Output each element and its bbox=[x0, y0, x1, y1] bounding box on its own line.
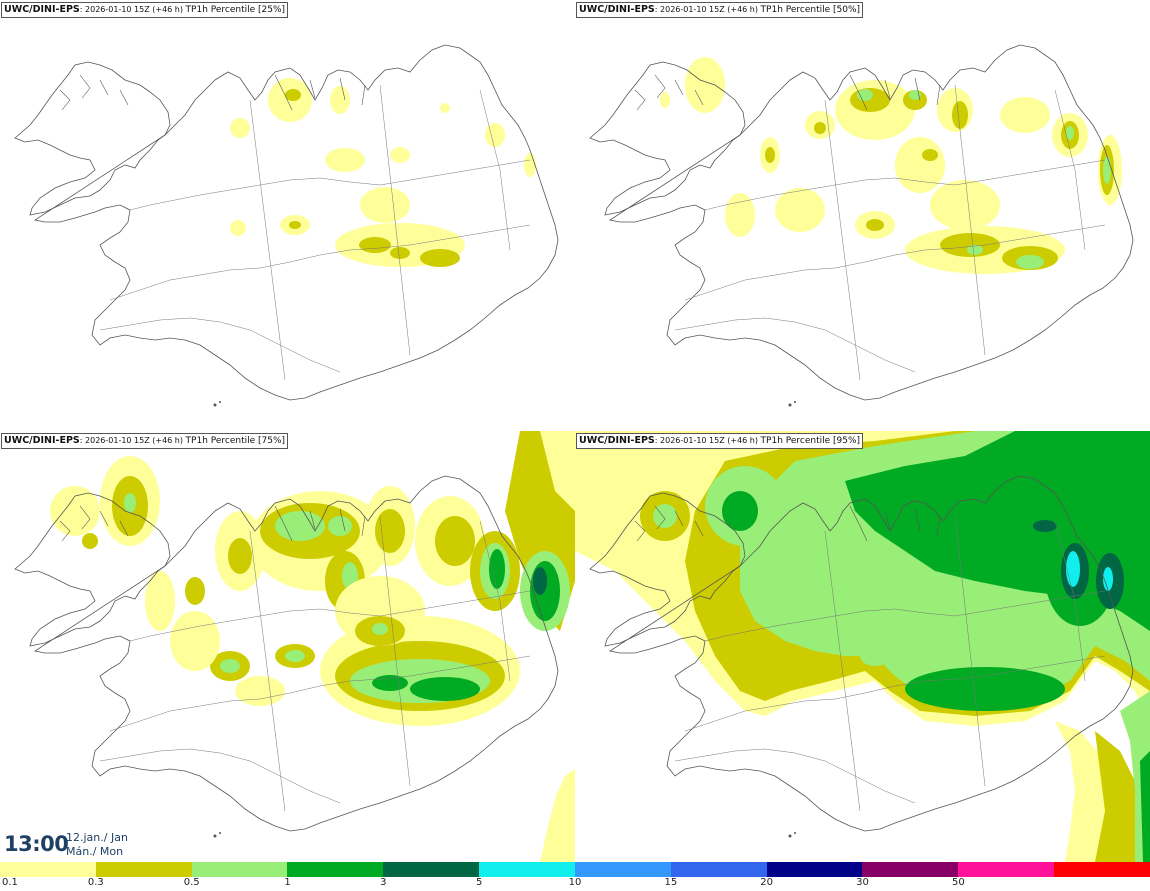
panel-title-75: UWC/DINI-EPS: 2026-01-10 15Z (+46 h) TP1… bbox=[1, 433, 289, 449]
colorbar bbox=[0, 862, 1150, 877]
param-name: TP1h Percentile [75%] bbox=[185, 436, 286, 446]
precip-fields-50 bbox=[660, 57, 1122, 274]
run-info: : 2026-01-10 15Z (+46 h) bbox=[654, 436, 761, 445]
colorbar-label: 15 bbox=[664, 877, 678, 888]
colorbar-label: 0.5 bbox=[183, 877, 200, 888]
precip-fields-75 bbox=[50, 431, 575, 862]
valid-date: 12.jan./ Jan Mán./ Mon bbox=[66, 831, 128, 859]
param-name: TP1h Percentile [25%] bbox=[185, 5, 286, 15]
precip-map-95 bbox=[575, 431, 1150, 862]
param-name: TP1h Percentile [95%] bbox=[760, 436, 861, 446]
precip-map-50 bbox=[589, 44, 1134, 407]
colorbar-label: 0.1 bbox=[2, 877, 18, 888]
colorbar-label: 0.3 bbox=[87, 877, 104, 888]
param-name: TP1h Percentile [50%] bbox=[760, 5, 861, 15]
colorbar-labels: 0.1 0.3 0.5 1 3 5 10 15 20 30 50 bbox=[0, 877, 1150, 891]
colorbar-segment bbox=[0, 862, 96, 877]
colorbar-label: 30 bbox=[856, 877, 869, 888]
precip-map-25 bbox=[14, 44, 559, 407]
valid-time: 13:00 bbox=[4, 832, 69, 856]
panel-title-50: UWC/DINI-EPS: 2026-01-10 15Z (+46 h) TP1… bbox=[576, 2, 864, 18]
model-name: UWC/DINI-EPS bbox=[4, 4, 80, 15]
valid-date-line: 12.jan./ Jan bbox=[66, 831, 128, 844]
run-info: : 2026-01-10 15Z (+46 h) bbox=[79, 5, 186, 14]
panel-title-95: UWC/DINI-EPS: 2026-01-10 15Z (+46 h) TP1… bbox=[576, 433, 864, 449]
run-info: : 2026-01-10 15Z (+46 h) bbox=[654, 5, 761, 14]
valid-day-line: Mán./ Mon bbox=[66, 845, 124, 858]
run-info: : 2026-01-10 15Z (+46 h) bbox=[79, 436, 186, 445]
timestamp-box: 13:00 12.jan./ Jan Mán./ Mon bbox=[0, 826, 140, 862]
colorbar-segment bbox=[670, 862, 767, 877]
colorbar-segment bbox=[766, 862, 863, 877]
model-name: UWC/DINI-EPS bbox=[579, 435, 655, 446]
colorbar-label: 20 bbox=[760, 877, 774, 888]
map-panel-95: UWC/DINI-EPS: 2026-01-10 15Z (+46 h) TP1… bbox=[575, 431, 1150, 862]
colorbar-segment bbox=[574, 862, 671, 877]
panel-title-25: UWC/DINI-EPS: 2026-01-10 15Z (+46 h) TP1… bbox=[1, 2, 289, 18]
colorbar-segment bbox=[958, 862, 1055, 877]
colorbar-label: 50 bbox=[951, 877, 965, 888]
colorbar-segment bbox=[95, 862, 192, 877]
colorbar-segment bbox=[191, 862, 288, 877]
colorbar-segment bbox=[862, 862, 959, 877]
precip-fields-95 bbox=[575, 431, 1150, 862]
colorbar-segment bbox=[479, 862, 575, 877]
model-name: UWC/DINI-EPS bbox=[4, 435, 80, 446]
model-name: UWC/DINI-EPS bbox=[579, 4, 655, 15]
colorbar-label: 5 bbox=[475, 877, 483, 888]
colorbar-segment bbox=[287, 862, 384, 877]
map-panel-75: UWC/DINI-EPS: 2026-01-10 15Z (+46 h) TP1… bbox=[0, 431, 575, 862]
map-panel-25: UWC/DINI-EPS: 2026-01-10 15Z (+46 h) TP1… bbox=[0, 0, 575, 431]
colorbar-label: 1 bbox=[284, 877, 291, 888]
colorbar-label: 10 bbox=[568, 877, 582, 888]
colorbar-segment bbox=[383, 862, 480, 877]
colorbar-label: 3 bbox=[380, 877, 387, 888]
precip-fields-25 bbox=[230, 78, 536, 267]
colorbar-segment bbox=[1054, 862, 1150, 877]
precip-map-75 bbox=[14, 431, 575, 862]
map-panel-50: UWC/DINI-EPS: 2026-01-10 15Z (+46 h) TP1… bbox=[575, 0, 1150, 431]
